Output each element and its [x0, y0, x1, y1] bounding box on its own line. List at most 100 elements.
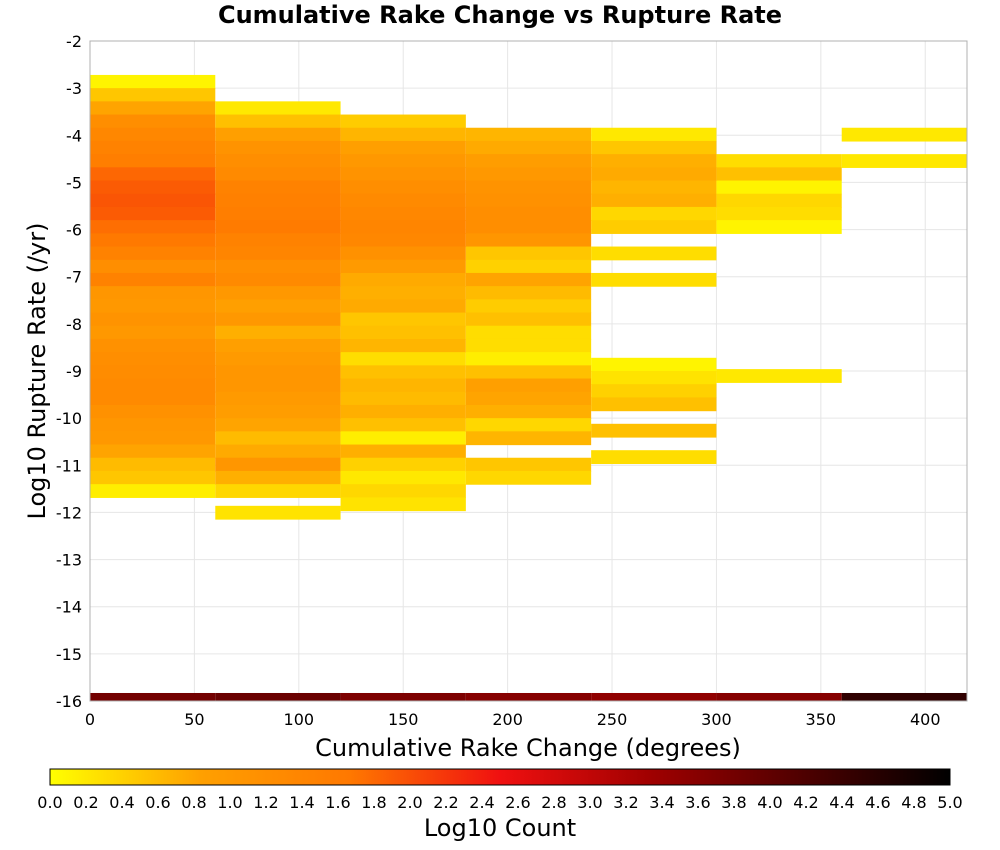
heatmap-cell: [591, 272, 717, 287]
colorbar-tick-label: 4.6: [865, 793, 890, 812]
heatmap-cell: [215, 246, 341, 261]
heatmap-cell: [340, 246, 466, 261]
x-tick-label: 0: [85, 710, 95, 729]
heatmap-cell: [90, 246, 216, 261]
heatmap-cell: [90, 418, 216, 432]
x-tick-label: 350: [806, 710, 837, 729]
colorbar-tick-label: 3.4: [649, 793, 674, 812]
colorbar-tick-label: 4.0: [757, 793, 782, 812]
heatmap-cell: [465, 220, 592, 234]
heatmap-cell: [465, 391, 592, 406]
heatmap-cell: [215, 431, 341, 446]
plot-frame: [89, 40, 968, 702]
colorbar-tick-label: 1.6: [325, 793, 350, 812]
heatmap-cell: [90, 484, 216, 498]
heatmap-cell: [215, 505, 341, 520]
heatmap-cell: [340, 286, 466, 300]
heatmap-cell: [90, 140, 216, 155]
heatmap-cell: [340, 365, 466, 380]
heatmap-cell: [465, 365, 592, 380]
heatmap-cell: [340, 180, 466, 195]
heatmap-cell: [340, 154, 466, 168]
heatmap-cell: [215, 140, 341, 155]
heatmap-cell: [591, 423, 717, 438]
heatmap-cell: [340, 418, 466, 432]
x-axis-label: Cumulative Rake Change (degrees): [315, 734, 741, 762]
heatmap-cell: [215, 484, 341, 498]
heatmap-cell: [215, 299, 341, 314]
y-axis-label: Log10 Rupture Rate (/yr): [23, 223, 51, 520]
heatmap-cell: [340, 378, 466, 393]
heatmap-cell: [90, 444, 216, 459]
heatmap-cell: [591, 371, 717, 385]
heatmap-cell: [90, 88, 216, 102]
heatmap-cell: [591, 193, 717, 208]
colorbar-tick-label: 3.2: [613, 793, 638, 812]
y-tick-label: -2: [66, 32, 82, 51]
heatmap-cell: [340, 391, 466, 406]
heatmap-cell: [215, 154, 341, 168]
heatmap-cell: [215, 167, 341, 182]
heatmap-cell: [591, 127, 717, 142]
heatmap-cell: [841, 692, 967, 701]
heatmap-cell: [591, 397, 717, 412]
colorbar-tick-label: 2.4: [469, 793, 494, 812]
heatmap-cell: [465, 154, 592, 168]
heatmap-cell: [340, 233, 466, 248]
heatmap-cell: [90, 259, 216, 274]
colorbar-tick-label: 1.2: [253, 793, 278, 812]
heatmap-cell: [215, 470, 341, 485]
heatmap-cell: [215, 259, 341, 274]
x-tick-label: 50: [184, 710, 204, 729]
heatmap-cell: [90, 167, 216, 182]
heatmap-cell: [591, 692, 717, 701]
heatmap-cell: [90, 74, 216, 89]
y-tick-label: -15: [56, 645, 82, 664]
heatmap-cell: [340, 484, 466, 498]
heatmap-cell: [465, 259, 592, 274]
colorbar-tick-label: 3.0: [577, 793, 602, 812]
heatmap-cell: [340, 497, 466, 512]
heatmap-cell: [90, 692, 216, 701]
heatmap-cell: [340, 312, 466, 327]
heatmap-cell: [716, 180, 842, 195]
y-tick-label: -14: [56, 598, 82, 617]
heatmap-cells: [90, 74, 967, 701]
heatmap-cell: [215, 365, 341, 380]
heatmap-cell: [465, 418, 592, 432]
colorbar-tick-label: 0.0: [37, 793, 62, 812]
heatmap-cell: [90, 470, 216, 485]
heatmap-cell: [340, 259, 466, 274]
heatmap-cell: [90, 114, 216, 129]
heatmap-cell: [465, 206, 592, 221]
heatmap-cell: [215, 418, 341, 432]
y-tick-label: -11: [56, 456, 82, 475]
colorbar-tick-label: 4.8: [901, 793, 926, 812]
heatmap-cell: [215, 391, 341, 406]
heatmap-cell: [90, 193, 216, 208]
colorbar: [49, 768, 951, 786]
heatmap-cell: [340, 457, 466, 472]
heatmap-cell: [465, 352, 592, 366]
heatmap-cell: [90, 220, 216, 234]
heatmap-cell: [591, 384, 717, 398]
colorbar-tick-label: 4.2: [793, 793, 818, 812]
heatmap-cell: [90, 180, 216, 195]
heatmap-cell: [716, 220, 842, 234]
heatmap-cell: [215, 233, 341, 248]
heatmap-cell: [215, 378, 341, 393]
heatmap-cell: [215, 193, 341, 208]
y-tick-label: -4: [66, 126, 82, 145]
heatmap-cell: [716, 369, 842, 383]
colorbar-tick-label: 4.4: [829, 793, 854, 812]
heatmap-cell: [716, 154, 842, 168]
y-axis-ticks: -2 -3 -4 -5 -6 -7 -8 -9 -10 -11 -12 -13 -14 -15 -16: [56, 32, 82, 711]
heatmap-cell: [90, 325, 216, 340]
heatmap-cell: [215, 352, 341, 366]
chart-title: Cumulative Rake Change vs Rupture Rate: [218, 1, 782, 29]
heatmap-cell: [340, 444, 466, 459]
heatmap-cell: [465, 325, 592, 340]
colorbar-tick-label: 5.0: [937, 793, 962, 812]
heatmap-cell: [340, 325, 466, 340]
